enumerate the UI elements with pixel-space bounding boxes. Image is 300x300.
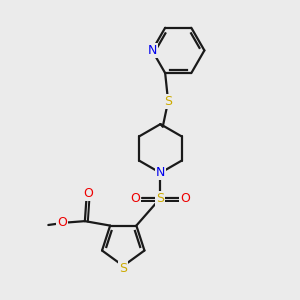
Text: N: N xyxy=(156,167,165,179)
Text: S: S xyxy=(164,95,172,108)
Text: O: O xyxy=(57,215,67,229)
Text: O: O xyxy=(83,187,93,200)
Text: N: N xyxy=(147,44,157,57)
Text: S: S xyxy=(156,192,164,205)
Text: O: O xyxy=(130,192,140,205)
Text: S: S xyxy=(119,262,127,275)
Text: O: O xyxy=(180,192,190,205)
